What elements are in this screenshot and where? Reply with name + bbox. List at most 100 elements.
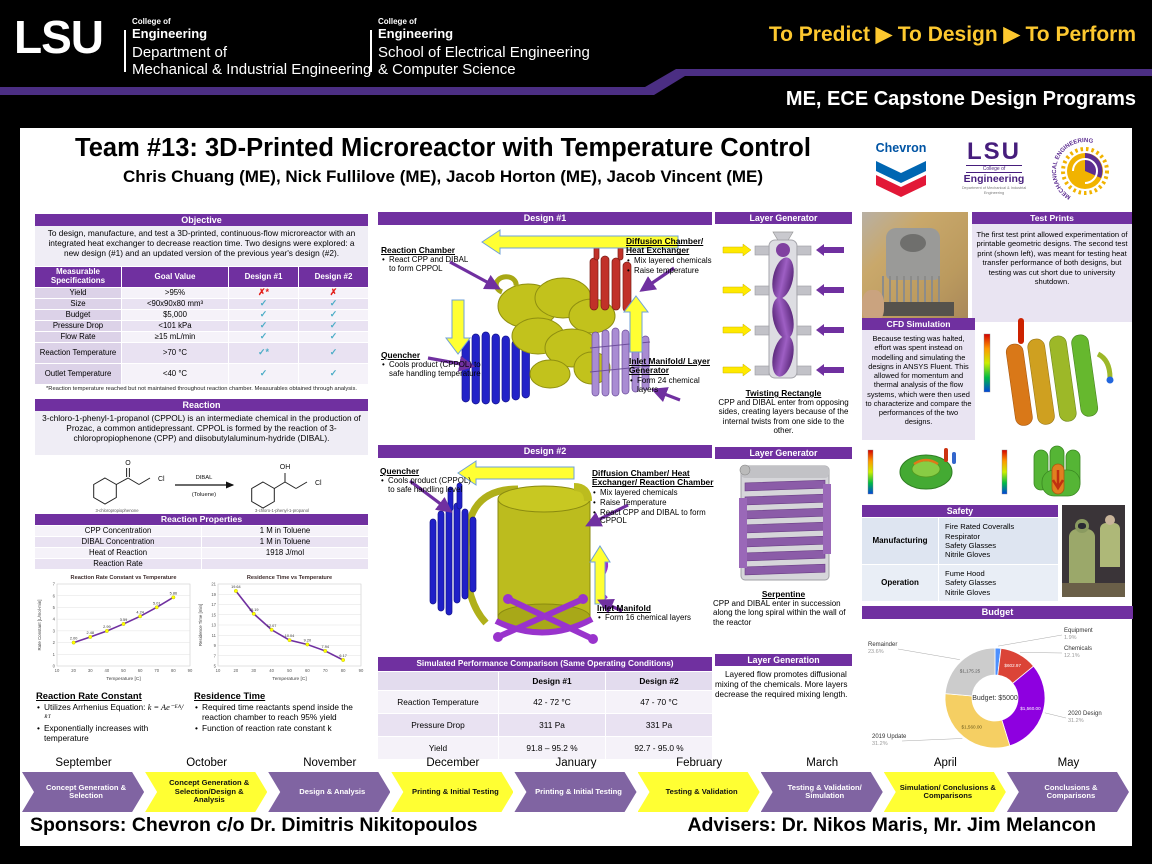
safety-header: Safety (862, 505, 1058, 517)
month-label: February (676, 757, 723, 769)
cfd-header: CFD Simulation (862, 318, 975, 330)
label-bullet: React CPP and DIBAL to form CPPOL (381, 256, 473, 274)
layer-generation-text: Layered flow promotes diffusional mixing… (715, 670, 848, 699)
phase-label: Conclusions & Comparisons (1044, 782, 1098, 800)
design2-inlet-label: Inlet Manifold Form 16 chemical layers (597, 603, 697, 623)
svg-text:Residence Time vs Temperature: Residence Time vs Temperature (247, 575, 332, 581)
design2-header-label: Design #2 (523, 446, 567, 456)
layer-gen1-header: Layer Generator (715, 212, 852, 224)
perf-d1-value: 91.8 – 95.2 % (499, 737, 605, 759)
spec-d2-mark: ✓ (299, 320, 368, 331)
cfd-header-label: CFD Simulation (886, 318, 951, 329)
lsu-engineering: Engineering (963, 173, 1025, 185)
svg-text:30: 30 (88, 668, 93, 673)
objective-text: To design, manufacture, and test a 3D-pr… (35, 226, 368, 266)
month-label: September (55, 757, 112, 769)
inlet-port (739, 464, 751, 476)
svg-text:7: 7 (214, 653, 217, 658)
phase-label: Design & Analysis (299, 786, 366, 796)
svg-text:20: 20 (71, 668, 76, 673)
phase-arrow: Concept Generation & Selection (22, 772, 144, 812)
objective-header: Objective (35, 214, 368, 226)
svg-text:50: 50 (121, 668, 126, 673)
property-name: Heat of Reaction (35, 548, 201, 558)
svg-text:10: 10 (55, 668, 60, 673)
svg-text:5.86: 5.86 (170, 591, 177, 595)
label-bullet: Cools product (CPPOL) to safe handling t… (381, 361, 481, 379)
spec-name: Yield (35, 288, 121, 298)
serpentine-caption-text: CPP and DIBAL enter in succession along … (713, 599, 846, 627)
layer-gen2-header: Layer Generator (715, 447, 852, 459)
cfd-outlet-port (1106, 376, 1114, 384)
svg-text:11: 11 (212, 633, 217, 638)
phase-label: Concept Generation & Selection (45, 782, 127, 800)
spec-name: Budget (35, 310, 121, 320)
cfd-colorbar (1001, 449, 1008, 495)
phase-arrow: Conclusions & Comparisons (1007, 772, 1129, 812)
performance-header-label: Simulated Performance Comparison (Same O… (416, 658, 674, 668)
perf-d1-value: 42 - 72 °C (499, 691, 605, 713)
layer-gen2-header-label: Layer Generator (749, 447, 818, 458)
poster-authors: Chris Chuang (ME), Nick Fullilove (ME), … (122, 167, 764, 186)
header-unit-me: College of Engineering Department of Mec… (132, 17, 371, 78)
arrhenius-equation: k = Ae⁻ᴱᴬ/ᴿᵀ (44, 703, 184, 722)
seal-spiral (1072, 158, 1098, 184)
svg-text:Budget: $5000: Budget: $5000 (972, 695, 1018, 702)
svg-text:7: 7 (53, 582, 56, 587)
phase-arrow: Simulation/ Conclusions & Comparisons (884, 772, 1006, 812)
rate-constant-notes: Reaction Rate Constant Utilizes Arrheniu… (36, 690, 188, 743)
svg-text:6: 6 (53, 593, 56, 598)
cfd-fins (1005, 334, 1099, 426)
reactant-cl-label: Cl (158, 476, 165, 483)
svg-text:Rate Constant [L/mol-min]: Rate Constant [L/mol-min] (37, 599, 42, 650)
svg-text:1.9%: 1.9% (1064, 635, 1077, 641)
label-bullet: React CPP and DIBAL to form CPPOL (592, 508, 714, 527)
header-purple-stripe (0, 69, 1152, 95)
cfd-colorbar (867, 449, 874, 495)
cfd-fin-render (983, 318, 1114, 426)
property-value: 1 M in Toluene (202, 526, 368, 536)
month-label: October (186, 757, 228, 769)
month-label: January (555, 757, 597, 769)
spec-d2-mark: ✓ (299, 331, 368, 342)
sponsors-line: Sponsors: Chevron c/o Dr. Dimitris Nikit… (30, 814, 478, 836)
phase-arrow: Testing & Validation (638, 772, 760, 812)
carbonyl-o-label: O (125, 460, 131, 467)
property-name: CPP Concentration (35, 526, 201, 536)
svg-text:2.00: 2.00 (70, 637, 77, 641)
layer-generation-header: Layer Generation (715, 654, 852, 666)
reaction-properties-header: Reaction Properties (35, 514, 368, 525)
spec-d1-mark: ✓ (229, 331, 298, 342)
label-title: Inlet Manifold/ Layer Generator (629, 356, 710, 376)
svg-text:0: 0 (53, 664, 56, 669)
spec-name: Pressure Drop (35, 321, 121, 331)
solvent-label: (Toluene) (192, 492, 216, 498)
reagent-label: DIBAL (196, 475, 214, 481)
label-title: Quencher (381, 350, 421, 360)
performance-header: Simulated Performance Comparison (Same O… (378, 657, 712, 671)
svg-text:2: 2 (53, 640, 56, 645)
spec-goal: <90x90x80 mm³ (122, 299, 228, 309)
svg-text:$1,560.00: $1,560.00 (1020, 706, 1041, 711)
svg-text:31.2%: 31.2% (1068, 718, 1084, 724)
svg-text:19: 19 (211, 592, 216, 597)
svg-text:$1,175.25: $1,175.25 (960, 668, 981, 673)
phase-arrow: Testing & Validation/ Simulation (761, 772, 883, 812)
inlet-manifold-fins-purple (589, 327, 651, 397)
label-title: Quencher (380, 466, 420, 476)
specs-table: Measurable Specifications Goal Value Des… (35, 267, 368, 384)
perf-row-name: Yield (378, 737, 498, 759)
perf-col-header: Design #2 (606, 672, 712, 690)
mechanical-engineering-seal: MECHANICAL ENGINEERING (1051, 137, 1119, 205)
svg-text:2020 Design: 2020 Design (1068, 711, 1102, 717)
svg-text:60: 60 (138, 668, 143, 673)
spec-d2-mark: ✓ (299, 364, 368, 384)
cfd-blob-render (1001, 445, 1081, 497)
svg-text:70: 70 (154, 668, 159, 673)
cpp-inlet-arrows (722, 243, 752, 377)
lsu-college-of: College of (966, 165, 1022, 173)
cfd-cylinder-render (867, 448, 956, 495)
reactant-structure (93, 468, 151, 505)
spec-goal: >70 °C (122, 343, 228, 363)
